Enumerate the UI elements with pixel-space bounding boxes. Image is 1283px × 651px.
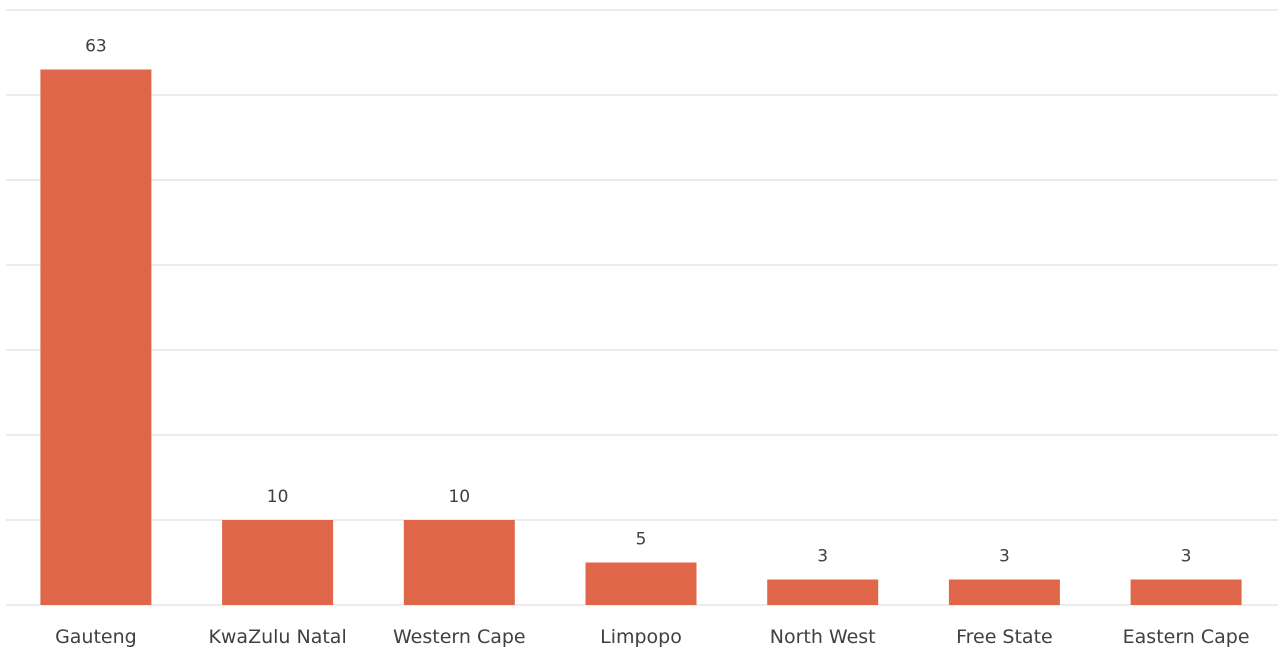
data-label: 3	[817, 547, 828, 567]
data-label: 10	[267, 487, 289, 507]
category-label: Western Cape	[393, 626, 526, 648]
category-label: Gauteng	[55, 626, 137, 648]
data-label: 5	[636, 530, 647, 550]
data-label: 63	[85, 37, 107, 57]
bar-limpopo	[585, 562, 697, 605]
category-label: KwaZulu Natal	[208, 626, 346, 648]
category-label: Free State	[956, 626, 1053, 648]
category-label: North West	[770, 626, 876, 648]
bar-free-state	[948, 579, 1060, 605]
category-labels: Gauteng KwaZulu Natal Western Cape Limpopo N…	[55, 626, 1249, 648]
data-labels: 63 10 10 5 3 3 3	[85, 37, 1191, 567]
data-label: 3	[999, 547, 1010, 567]
bar-western-cape	[403, 520, 515, 605]
gridlines	[6, 9, 1278, 606]
data-label: 3	[1181, 547, 1192, 567]
data-label: 10	[448, 487, 470, 507]
bars	[40, 69, 1242, 605]
bar-eastern-cape	[1130, 579, 1242, 605]
category-label: Limpopo	[600, 626, 682, 648]
bar-gauteng	[40, 69, 152, 605]
bar-kwazulu-natal	[222, 520, 334, 605]
bar-north-west	[767, 579, 879, 605]
category-label: Eastern Cape	[1123, 626, 1250, 648]
